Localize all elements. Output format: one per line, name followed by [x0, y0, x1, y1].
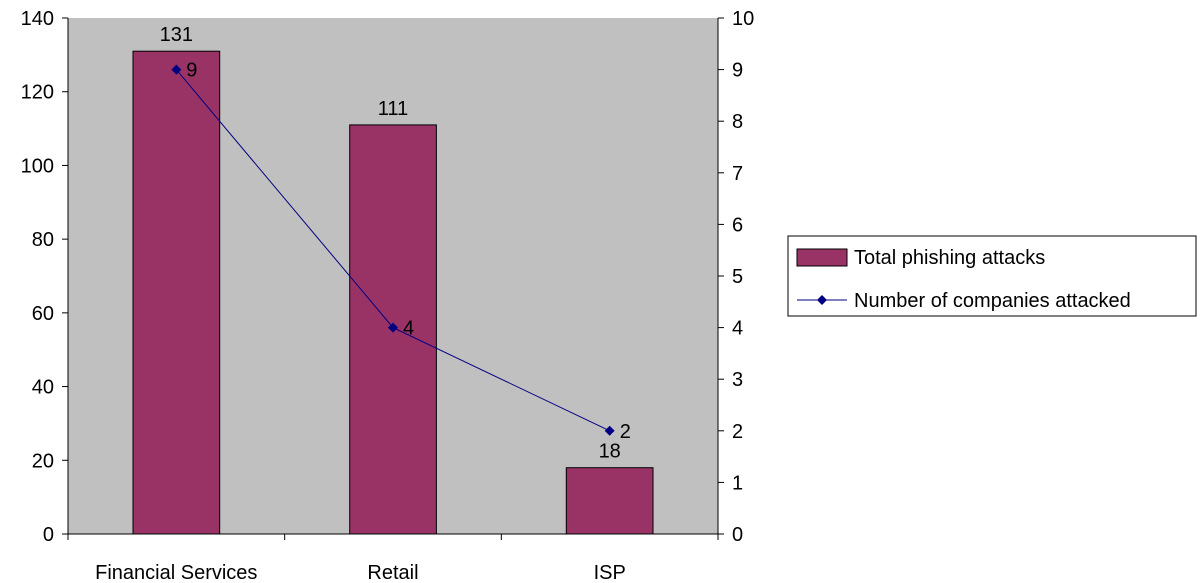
legend-label-bar: Total phishing attacks: [854, 247, 1045, 269]
bar-0: [132, 50, 221, 535]
left-tick-label-1: 20: [32, 450, 54, 472]
right-tick-label-10: 10: [732, 8, 754, 30]
line-value-label-2: 2: [620, 421, 631, 443]
bar-value-label-0: 131: [160, 24, 193, 46]
x-tick-label-1: Retail: [367, 562, 418, 583]
line-series: [171, 64, 615, 436]
left-tick-label-2: 40: [32, 377, 54, 399]
right-tick-label-8: 8: [732, 111, 743, 133]
bar-2: [565, 467, 654, 535]
line-point-0: [171, 64, 182, 75]
line-value-label-1: 4: [403, 318, 414, 340]
legend: Total phishing attacks Number of compani…: [787, 235, 1197, 317]
left-tick-label-4: 80: [32, 229, 54, 251]
right-tick-label-0: 0: [732, 524, 743, 546]
line-value-label-0: 9: [186, 60, 197, 82]
right-tick-label-2: 2: [732, 421, 743, 443]
legend-swatch-bar: [796, 248, 848, 267]
left-tick-label-7: 140: [21, 8, 54, 30]
right-tick-label-6: 6: [732, 214, 743, 236]
left-tick-label-3: 60: [32, 303, 54, 325]
bar-value-label-1: 111: [378, 98, 408, 120]
right-tick-label-4: 4: [732, 318, 743, 340]
right-tick-label-7: 7: [732, 163, 743, 185]
line-point-1: [388, 322, 398, 333]
bars: [132, 50, 654, 535]
x-tick-label-0: Financial Services: [95, 562, 257, 583]
left-tick-label-0: 0: [43, 524, 54, 546]
right-tick-label-5: 5: [732, 266, 743, 288]
legend-marker-icon: [817, 295, 827, 305]
line-point-2: [604, 425, 615, 436]
right-tick-label-3: 3: [732, 369, 743, 391]
data-labels: 131 111 18 9 4 2: [160, 24, 631, 463]
x-tick-label-2: ISP: [594, 562, 626, 583]
legend-label-line: Number of companies attacked: [854, 290, 1131, 312]
left-tick-label-5: 100: [21, 155, 54, 177]
axes: 0 20 40 60 80 100 120 140 0 1 2 3 4 5 6 7 8 9 10 Financial …: [21, 8, 755, 583]
right-tick-label-1: 1: [732, 472, 743, 494]
legend-box: [787, 235, 1197, 317]
right-tick-label-9: 9: [732, 60, 743, 82]
bar-value-label-2: 18: [599, 441, 621, 463]
left-tick-label-6: 120: [21, 82, 54, 104]
